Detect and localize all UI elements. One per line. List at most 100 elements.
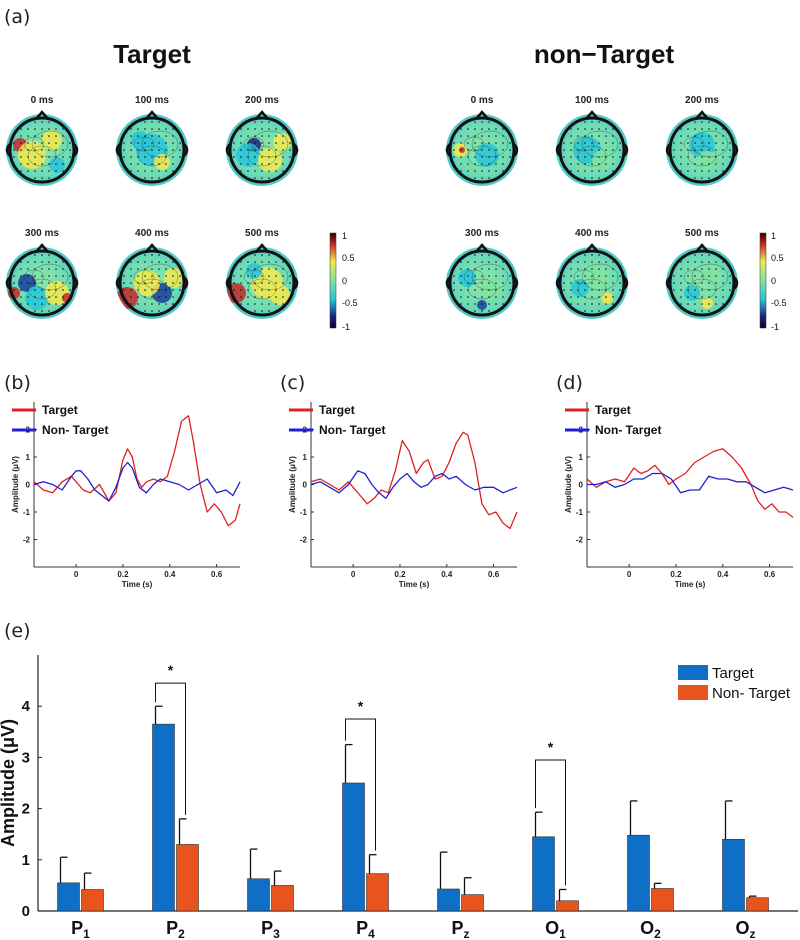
electrode-dot	[715, 268, 717, 270]
electrode-dot	[687, 128, 689, 130]
electrode-dot	[144, 261, 146, 263]
right-ear	[293, 143, 299, 157]
electrode-dot	[158, 310, 160, 312]
electrode-dot	[41, 142, 43, 144]
electrode-dot	[62, 142, 64, 144]
electrode-dot	[20, 282, 22, 284]
electrode-dot	[715, 261, 717, 263]
electrode-dot	[729, 289, 731, 291]
topomap-blob	[164, 268, 184, 288]
electrode-dot	[687, 170, 689, 172]
electrode-dot	[509, 275, 511, 277]
electrode-dot	[502, 135, 504, 137]
electrode-dot	[708, 135, 710, 137]
electrode-dot	[612, 142, 614, 144]
electrode-dot	[722, 156, 724, 158]
electrode-dot	[701, 177, 703, 179]
electrode-dot	[151, 254, 153, 256]
electrode-dot	[612, 128, 614, 130]
electrode-dot	[172, 282, 174, 284]
electrode-dot	[172, 268, 174, 270]
electrode-dot	[481, 310, 483, 312]
electrode-dot	[729, 142, 731, 144]
electrode-dot	[488, 121, 490, 123]
panel-label-c: (c)	[280, 372, 305, 394]
nose	[475, 110, 489, 120]
electrode-dot	[605, 142, 607, 144]
electrode-dot	[55, 303, 57, 305]
electrode-dot	[467, 156, 469, 158]
electrode-dot	[282, 289, 284, 291]
topomap-blob	[701, 297, 713, 309]
electrode-dot	[247, 142, 249, 144]
topomap-blobs	[13, 130, 69, 173]
electrode-dot	[598, 310, 600, 312]
electrode-dot	[591, 254, 593, 256]
electrode-dot	[687, 296, 689, 298]
electrode-dot	[598, 177, 600, 179]
electrode-dot	[247, 289, 249, 291]
topomap	[555, 243, 629, 319]
topomap-contour	[581, 263, 619, 291]
electrode-dot	[261, 310, 263, 312]
electrode-dot	[687, 156, 689, 158]
electrode-dot	[729, 156, 731, 158]
series-line-non-target	[33, 461, 241, 502]
x-tick-label: 0.4	[441, 570, 453, 579]
electrode-dot	[20, 289, 22, 291]
electrode-dot	[144, 177, 146, 179]
bar-target	[57, 882, 80, 912]
electrode-dot	[27, 128, 29, 130]
electrode-dot	[247, 282, 249, 284]
electrode-dot	[488, 128, 490, 130]
electrode-dot	[137, 275, 139, 277]
electrode-dot	[151, 275, 153, 277]
electrode-dot	[48, 310, 50, 312]
electrode-dot	[48, 156, 50, 158]
topomap-blob	[116, 287, 138, 309]
electrode-dot	[254, 296, 256, 298]
electrode-dot	[240, 268, 242, 270]
x-tick-label: 0.4	[164, 570, 176, 579]
electrode-dot	[729, 275, 731, 277]
electrode-dot	[680, 275, 682, 277]
electrode-dot	[34, 275, 36, 277]
electrode-dot	[254, 289, 256, 291]
electrode-dot	[261, 275, 263, 277]
electrode-dot	[481, 149, 483, 151]
topomap-time-label: 400 ms	[135, 228, 169, 239]
electrode-dot	[254, 268, 256, 270]
electrode-dot	[612, 296, 614, 298]
electrode-dot	[261, 268, 263, 270]
electrode-dot	[48, 275, 50, 277]
electrode-dot	[34, 296, 36, 298]
electrode-dot	[151, 121, 153, 123]
electrode-dot	[563, 275, 565, 277]
topomap-contour	[683, 136, 705, 152]
y-tick-label: 1	[303, 453, 308, 462]
topomap-blob	[18, 141, 46, 169]
electrode-dot	[289, 156, 291, 158]
electrode-dot	[612, 261, 614, 263]
electrode-dot	[69, 156, 71, 158]
electrode-dot	[488, 177, 490, 179]
electrode-dot	[282, 135, 284, 137]
right-ear	[733, 143, 739, 157]
electrode-dot	[680, 128, 682, 130]
topomap-blob	[134, 270, 160, 296]
electrode-dot	[69, 282, 71, 284]
electrode-dot	[233, 282, 235, 284]
electrode-dot	[577, 268, 579, 270]
electrode-dot	[27, 282, 29, 284]
electrode-dot	[55, 142, 57, 144]
electrode-dot	[460, 142, 462, 144]
topomap-blob	[25, 286, 49, 310]
nose	[585, 243, 599, 253]
electrode-dot	[165, 282, 167, 284]
electrode-dot	[144, 310, 146, 312]
electrode-dot	[34, 282, 36, 284]
electrode-dot	[41, 282, 43, 284]
nose	[695, 243, 709, 253]
electrode-dot	[247, 303, 249, 305]
electrode-dot	[158, 149, 160, 151]
